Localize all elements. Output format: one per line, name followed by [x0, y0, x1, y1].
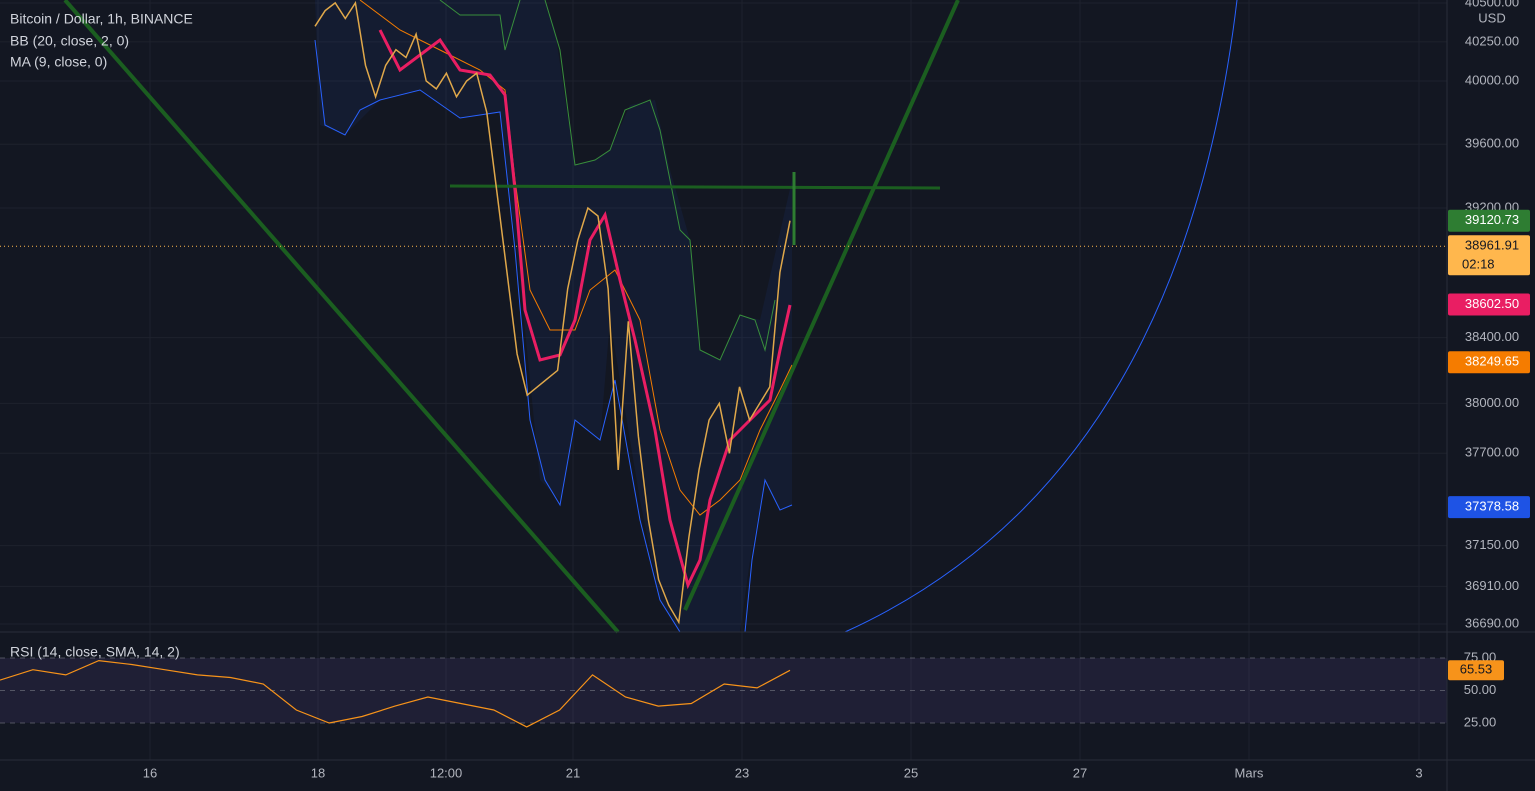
trend-line	[683, 0, 960, 611]
labels: 40500.0040250.0040000.0039600.0039200.00…	[143, 0, 1530, 780]
rsi-title: RSI (14, close, SMA, 14, 2)	[10, 644, 180, 660]
y-tick-label: 40000.00	[1465, 72, 1519, 87]
currency: USD	[1478, 10, 1505, 25]
price-line	[314, 0, 791, 625]
price-tag-label: 38602.50	[1465, 296, 1519, 311]
x-tick-label: Mars	[1235, 765, 1264, 780]
y-tick-label: 36690.00	[1465, 615, 1519, 630]
x-tick-label: 25	[904, 765, 918, 780]
bb-lower	[314, 39, 793, 633]
rsi-tick-label: 25.00	[1464, 714, 1497, 729]
y-tick-label: 36910.00	[1465, 578, 1519, 593]
symbol-title: Bitcoin / Dollar, 1h, BINANCE	[10, 11, 193, 27]
indicator-legend: BB (20, close, 2, 0)	[10, 33, 129, 49]
price-tag-label: 39120.73	[1465, 212, 1519, 227]
resistance-line	[449, 184, 941, 190]
bb-upper	[544, 0, 776, 361]
price-tag	[1448, 293, 1530, 316]
price-tag-label: 37378.58	[1465, 499, 1519, 514]
indicator-legend: MA (9, close, 0)	[10, 54, 107, 70]
rsi-line	[0, 659, 791, 728]
x-tick-label: 23	[735, 765, 749, 780]
bb-upper	[439, 0, 521, 51]
price-tag-label: 38961.91	[1465, 238, 1519, 253]
y-tick-label: 38000.00	[1465, 395, 1519, 410]
y-tick-label: 40250.00	[1465, 33, 1519, 48]
x-tick-label: 16	[143, 765, 157, 780]
y-tick-label: 38400.00	[1465, 329, 1519, 344]
rsi-tag	[1448, 660, 1504, 681]
x-tick-label: 21	[566, 765, 580, 780]
rsi-tag-label: 65.53	[1460, 662, 1493, 677]
price-tag	[1448, 235, 1530, 276]
marks	[0, 0, 1447, 728]
price-tag	[1448, 351, 1530, 374]
arc	[844, 0, 1238, 633]
x-tick-label: 3	[1415, 765, 1422, 780]
x-tick-label: 18	[311, 765, 325, 780]
price-tag-label: 38249.65	[1465, 354, 1519, 369]
y-tick-label: 39600.00	[1465, 136, 1519, 151]
y-tick-label: 37150.00	[1465, 537, 1519, 552]
trend-line	[63, 0, 620, 634]
price-tag	[1448, 209, 1530, 232]
countdown: 02:18	[1462, 257, 1495, 272]
y-tick-label: 40500.00	[1465, 0, 1519, 9]
x-tick-label: 27	[1073, 765, 1087, 780]
grid	[0, 0, 1447, 760]
price-axis	[1447, 0, 1535, 760]
y-tick-label: 37700.00	[1465, 445, 1519, 460]
overlays	[63, 0, 1238, 634]
bb-fill	[315, 0, 792, 632]
ma-line	[378, 29, 792, 590]
x-tick-label: 12:00	[430, 765, 463, 780]
rsi-tick-label: 50.00	[1464, 682, 1497, 697]
price-tag	[1448, 496, 1530, 519]
